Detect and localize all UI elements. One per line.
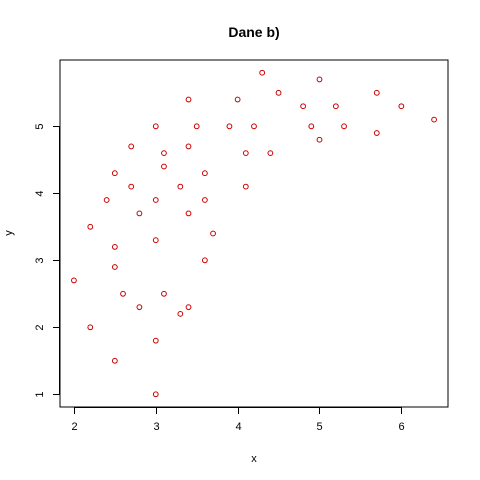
data-point [161,163,167,170]
data-point [177,310,184,317]
data-point [87,324,94,331]
data-point [431,116,437,123]
data-point [87,223,94,230]
x-tick-label: 3 [153,421,159,433]
data-point [185,96,192,103]
data-point [332,103,339,110]
x-tick-label: 2 [71,421,77,433]
data-point [161,150,167,157]
data-points [71,69,437,398]
data-point [201,170,208,177]
data-point [234,96,241,103]
data-point [201,257,208,264]
data-point [152,237,159,244]
y-axis-title: y [3,230,15,236]
data-point [128,143,135,150]
data-point [120,290,126,297]
y-tick-label: 4 [34,190,46,196]
data-point [111,264,118,270]
data-point [136,210,143,217]
data-point [71,277,77,284]
data-point [201,197,208,203]
data-point [373,89,380,96]
x-tick-label: 5 [316,421,322,433]
data-point [111,243,118,250]
x-axis-title: x [251,453,257,465]
data-point [242,150,249,157]
data-point [398,103,405,110]
data-point [128,183,135,190]
plot-frame [59,59,449,408]
data-point [316,136,323,143]
data-point [136,304,143,311]
data-point [152,337,159,344]
y-tick-label: 1 [34,391,46,397]
data-point [226,123,233,130]
data-point [373,130,380,136]
data-point [341,123,347,130]
data-point [111,357,118,364]
chart-title: Dane b) [228,24,279,40]
data-point [111,170,118,177]
y-tick-label: 5 [34,123,46,129]
data-point [152,391,159,398]
data-point [308,123,315,130]
data-point [275,89,282,96]
data-point [193,123,200,130]
data-point [177,183,184,190]
y-tick-label: 3 [34,257,46,263]
data-point [316,76,323,83]
data-point [185,304,192,311]
data-point [103,197,110,203]
data-point [161,290,167,297]
data-point [152,123,159,130]
y-tick-label: 2 [34,324,46,330]
x-tick-label: 6 [398,421,404,433]
data-point [267,150,274,157]
data-point [152,197,159,203]
data-point [185,143,192,150]
y-axis: 1 2 3 4 5 [34,123,60,398]
data-point [185,210,192,217]
x-axis: 2 3 4 5 6 [71,407,405,433]
x-tick-label: 4 [235,421,241,433]
data-point [300,103,307,110]
data-point [251,123,257,130]
data-point [242,183,249,190]
data-point [259,69,266,76]
data-point [210,230,216,237]
